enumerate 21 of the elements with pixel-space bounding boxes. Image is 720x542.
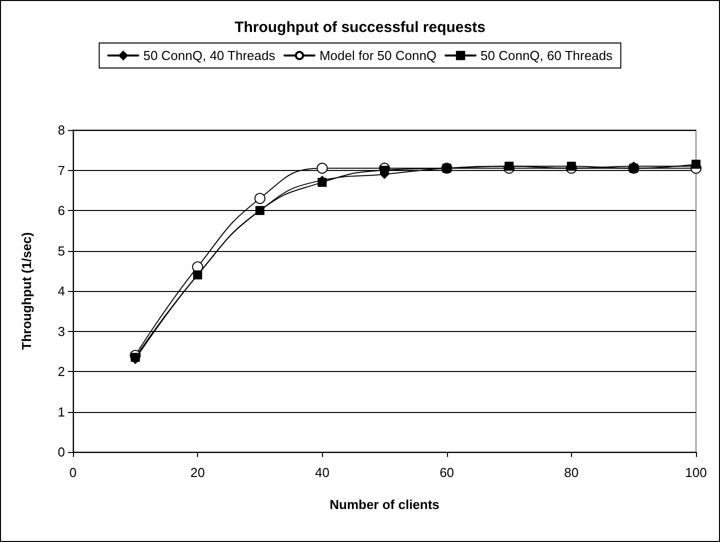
x-tick-label: 20 bbox=[190, 465, 205, 480]
legend-label: 50 ConnQ, 40 Threads bbox=[143, 48, 276, 63]
y-tick-label: 3 bbox=[58, 324, 65, 339]
legend-label: 50 ConnQ, 60 Threads bbox=[480, 48, 614, 63]
x-tick-label: 100 bbox=[685, 465, 707, 480]
x-tick-label: 40 bbox=[314, 465, 330, 480]
y-tick-label: 2 bbox=[58, 364, 65, 379]
legend-label: Model for 50 ConnQ bbox=[319, 48, 437, 63]
y-tick-label: 4 bbox=[58, 284, 65, 298]
x-tick-label: 0 bbox=[69, 465, 77, 480]
x-tick-label: 80 bbox=[564, 465, 579, 480]
chart-title: Throughput of successful requests bbox=[234, 19, 486, 36]
y-tick-label: 7 bbox=[58, 162, 65, 178]
y-tick-label: 1 bbox=[58, 404, 65, 420]
y-tick-label: 0 bbox=[58, 444, 65, 460]
y-tick-label: 6 bbox=[58, 203, 65, 218]
y-axis-title: Throughput (1/sec) bbox=[19, 232, 34, 350]
y-tick-label: 8 bbox=[58, 122, 65, 138]
x-tick-label: 60 bbox=[440, 465, 454, 480]
x-axis-title: Number of clients bbox=[330, 497, 440, 512]
y-tick-label: 5 bbox=[58, 243, 65, 258]
